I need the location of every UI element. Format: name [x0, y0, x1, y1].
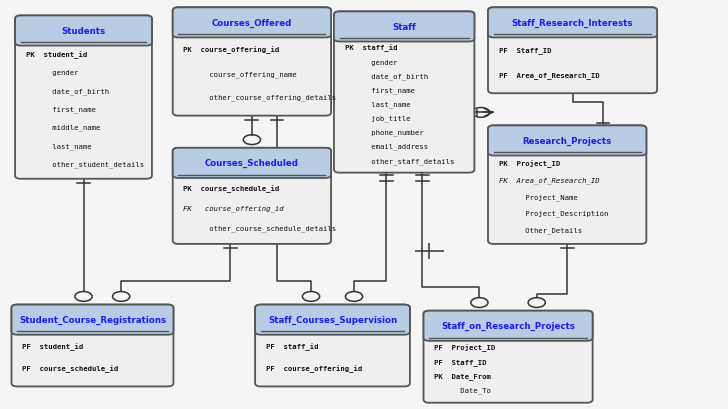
FancyBboxPatch shape [255, 305, 410, 335]
Text: Research_Projects: Research_Projects [523, 137, 612, 146]
FancyBboxPatch shape [488, 8, 657, 94]
Text: PF  Area_of_Research_ID: PF Area_of_Research_ID [499, 72, 599, 79]
FancyBboxPatch shape [173, 8, 331, 116]
FancyBboxPatch shape [255, 305, 410, 387]
Text: PF  student_id: PF student_id [23, 342, 84, 350]
Text: PF  Staff_ID: PF Staff_ID [499, 47, 551, 54]
Text: first_name: first_name [25, 106, 96, 113]
Text: other_course_schedule_details: other_course_schedule_details [183, 225, 336, 231]
FancyBboxPatch shape [15, 16, 152, 47]
FancyBboxPatch shape [334, 12, 475, 173]
Text: Staff_Research_Interests: Staff_Research_Interests [512, 19, 633, 28]
Text: date_of_birth: date_of_birth [25, 88, 109, 95]
Text: FK   course_offering_id: FK course_offering_id [183, 205, 284, 211]
Text: PK  staff_id: PK staff_id [344, 45, 397, 52]
Text: gender: gender [344, 59, 397, 65]
Text: PF  staff_id: PF staff_id [266, 342, 318, 350]
Text: middle_name: middle_name [25, 124, 100, 131]
FancyBboxPatch shape [334, 12, 475, 43]
FancyBboxPatch shape [173, 8, 331, 38]
Text: other_staff_details: other_staff_details [344, 157, 454, 164]
FancyBboxPatch shape [12, 305, 173, 335]
Text: PK  course_schedule_id: PK course_schedule_id [183, 184, 280, 192]
Text: Courses_Scheduled: Courses_Scheduled [205, 159, 298, 168]
FancyBboxPatch shape [173, 148, 331, 178]
FancyBboxPatch shape [488, 126, 646, 156]
Text: PK  Project_ID: PK Project_ID [499, 160, 560, 168]
Text: Staff_Courses_Supervision: Staff_Courses_Supervision [268, 315, 397, 324]
Text: other_student_details: other_student_details [25, 161, 144, 168]
Text: last_name: last_name [344, 101, 411, 108]
Text: PK  Date_From: PK Date_From [435, 372, 491, 379]
Text: email_address: email_address [344, 144, 428, 150]
Text: Other_Details: Other_Details [499, 227, 582, 234]
Text: phone_number: phone_number [344, 129, 424, 136]
FancyBboxPatch shape [488, 8, 657, 38]
Text: job_title: job_title [344, 115, 411, 122]
FancyBboxPatch shape [424, 311, 593, 341]
Text: Project_Description: Project_Description [499, 210, 608, 217]
FancyBboxPatch shape [173, 148, 331, 244]
Text: PK  course_offering_id: PK course_offering_id [183, 47, 280, 54]
Text: PF  course_schedule_id: PF course_schedule_id [23, 365, 119, 373]
FancyBboxPatch shape [488, 126, 646, 244]
FancyBboxPatch shape [424, 311, 593, 403]
Text: Student_Course_Registrations: Student_Course_Registrations [19, 315, 166, 324]
Text: gender: gender [25, 70, 79, 76]
Text: other_course_offering_details: other_course_offering_details [183, 94, 336, 101]
Text: PF  course_offering_id: PF course_offering_id [266, 365, 362, 373]
Text: Project_Name: Project_Name [499, 194, 577, 200]
Text: PF  Project_ID: PF Project_ID [435, 343, 496, 351]
Text: first_name: first_name [344, 87, 415, 94]
Text: date_of_birth: date_of_birth [344, 73, 428, 80]
Text: PF  Staff_ID: PF Staff_ID [435, 358, 487, 365]
Text: last_name: last_name [25, 143, 92, 149]
Text: Staff_on_Research_Projects: Staff_on_Research_Projects [441, 321, 575, 330]
Text: Students: Students [61, 27, 106, 36]
Text: Staff: Staff [392, 23, 416, 32]
Text: PK  student_id: PK student_id [25, 51, 87, 59]
Text: Courses_Offered: Courses_Offered [212, 19, 292, 28]
Text: FK  Area_of_Research_ID: FK Area_of_Research_ID [499, 177, 599, 184]
FancyBboxPatch shape [12, 305, 173, 387]
FancyBboxPatch shape [15, 16, 152, 179]
Text: Date_To: Date_To [435, 387, 491, 393]
Text: course_offering_name: course_offering_name [183, 71, 297, 77]
